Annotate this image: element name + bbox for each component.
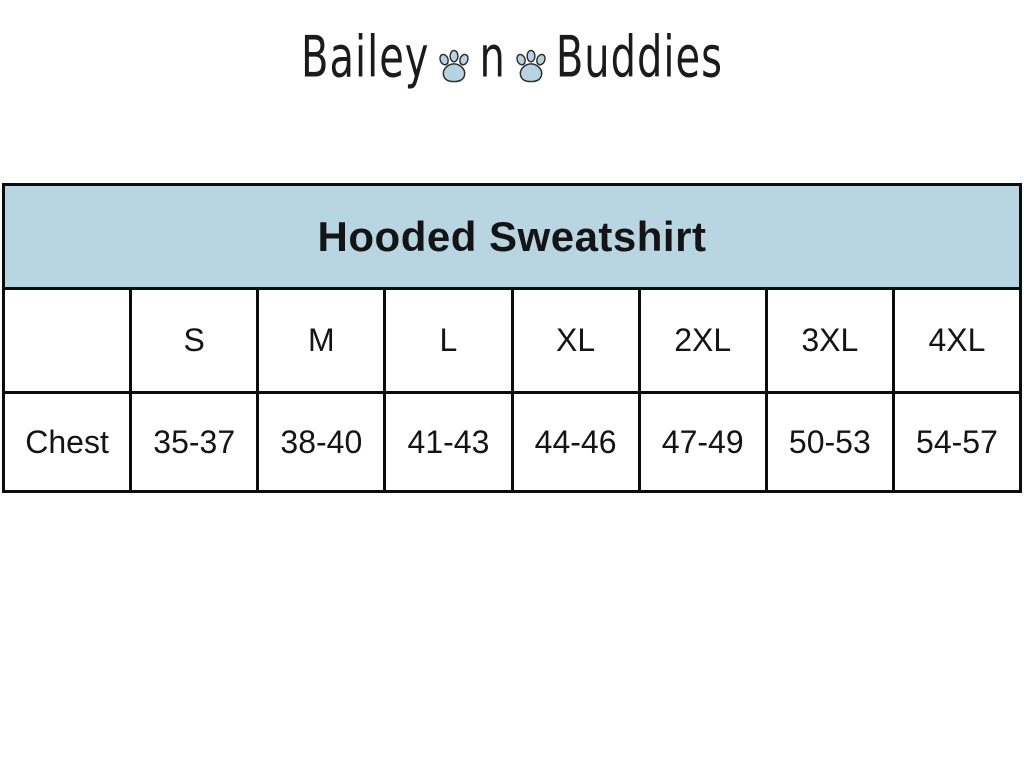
size-header-3xl: 3XL bbox=[764, 287, 895, 394]
chest-value-xl: 44-46 bbox=[510, 391, 641, 493]
brand-logo: Bailey n Buddies bbox=[0, 24, 1024, 96]
chest-value-l: 41-43 bbox=[383, 391, 514, 493]
chest-row: Chest 35-37 38-40 41-43 44-46 47-49 50-5… bbox=[1, 391, 1023, 493]
chest-value-2xl: 47-49 bbox=[637, 391, 768, 493]
table-title: Hooded Sweatshirt bbox=[2, 183, 1022, 290]
title-row: Hooded Sweatshirt bbox=[2, 183, 1022, 290]
paw-print-icon bbox=[439, 49, 470, 83]
size-header-s: S bbox=[129, 287, 260, 394]
size-chart-table: Hooded Sweatshirt S M L XL 2XL 3XL 4XL C… bbox=[1, 183, 1023, 493]
logo-text-buddies: Buddies bbox=[555, 25, 723, 91]
size-header-2xl: 2XL bbox=[637, 287, 768, 394]
chest-value-3xl: 50-53 bbox=[764, 391, 895, 493]
size-header-m: M bbox=[256, 287, 387, 394]
chest-value-s: 35-37 bbox=[129, 391, 260, 493]
chest-row-label: Chest bbox=[1, 391, 133, 493]
size-header-row: S M L XL 2XL 3XL 4XL bbox=[1, 287, 1023, 394]
paw-print-icon bbox=[516, 49, 546, 83]
chest-value-4xl: 54-57 bbox=[891, 391, 1023, 493]
logo-text-n: n bbox=[479, 25, 506, 91]
size-header-empty bbox=[1, 287, 133, 394]
chest-value-m: 38-40 bbox=[256, 391, 387, 493]
size-header-xl: XL bbox=[510, 287, 641, 394]
size-header-4xl: 4XL bbox=[891, 287, 1023, 394]
size-header-l: L bbox=[383, 287, 514, 394]
logo-text-bailey: Bailey bbox=[301, 25, 430, 91]
